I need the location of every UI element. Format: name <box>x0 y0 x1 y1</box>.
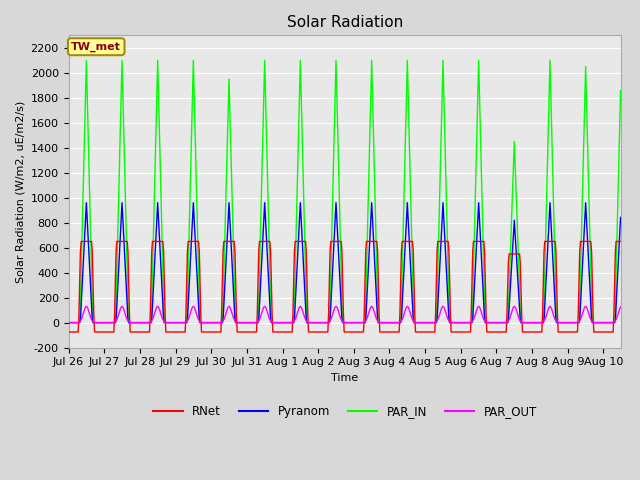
Y-axis label: Solar Radiation (W/m2, uE/m2/s): Solar Radiation (W/m2, uE/m2/s) <box>15 100 25 283</box>
Title: Solar Radiation: Solar Radiation <box>287 15 403 30</box>
Legend: RNet, Pyranom, PAR_IN, PAR_OUT: RNet, Pyranom, PAR_IN, PAR_OUT <box>148 400 541 423</box>
Text: TW_met: TW_met <box>71 42 121 52</box>
X-axis label: Time: Time <box>332 373 358 383</box>
